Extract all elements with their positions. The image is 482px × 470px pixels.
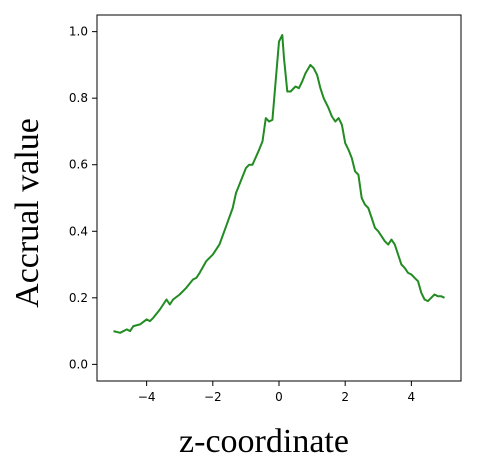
x-tick-label: 2 bbox=[341, 390, 349, 404]
x-axis-title: z-coordinate bbox=[179, 423, 349, 460]
series-layer bbox=[113, 34, 445, 334]
y-tick-label: 0.6 bbox=[69, 158, 88, 172]
x-tick-label: 4 bbox=[408, 390, 416, 404]
x-tick-label: −4 bbox=[138, 390, 156, 404]
y-tick-label: 1.0 bbox=[69, 25, 88, 39]
x-tick-label: −2 bbox=[204, 390, 222, 404]
y-tick-label: 0.4 bbox=[69, 224, 88, 238]
series-line bbox=[113, 34, 445, 334]
y-axis-ticks: 0.0 0.2 0.4 0.6 0.8 1.0 bbox=[69, 25, 97, 371]
x-axis-ticks: −4 −2 0 2 4 bbox=[138, 381, 415, 404]
plot-area bbox=[96, 14, 462, 382]
y-axis-title: Accrual value bbox=[9, 118, 46, 308]
y-tick-label: 0.0 bbox=[69, 357, 88, 371]
x-tick-label: 0 bbox=[275, 390, 283, 404]
y-tick-label: 0.2 bbox=[69, 291, 88, 305]
y-tick-label: 0.8 bbox=[69, 91, 88, 105]
